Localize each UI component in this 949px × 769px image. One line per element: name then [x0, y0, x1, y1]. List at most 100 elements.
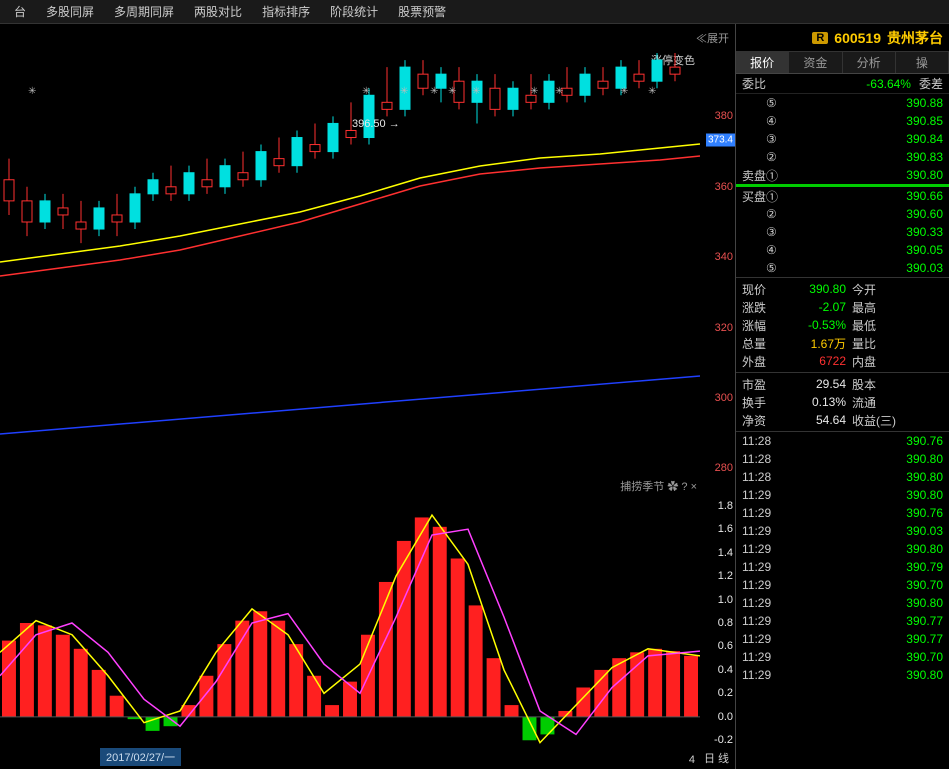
orderbook-row: ④390.05 [736, 241, 949, 259]
tick-price: 390.77 [906, 632, 943, 646]
tick-time: 11:29 [742, 542, 792, 556]
tick-row: 11:29 390.80 [736, 666, 949, 684]
expand-button[interactable]: ≪展开 [696, 30, 729, 46]
quote-row: 现价 390.80 今开 [736, 280, 949, 298]
quote-value: 1.67万 [784, 335, 846, 352]
stock-code: 600519 [834, 30, 881, 46]
x-tick-label: 4 [689, 754, 695, 766]
r-badge: R [812, 32, 828, 44]
tick-row: 11:28 390.80 [736, 468, 949, 486]
quote-label: 收益(三) [846, 412, 898, 429]
ob-price: 390.80 [906, 168, 943, 182]
quote-value: 390.80 [784, 282, 846, 296]
tick-time: 11:29 [742, 506, 792, 520]
quote-grid: 现价 390.80 今开 涨跌 -2.07 最高 涨幅 -0.53% 最低 总量… [736, 278, 949, 373]
indicator-chart[interactable]: 捕捞季节 ✿ ? × [0, 494, 701, 749]
quote-value: 54.64 [784, 413, 846, 427]
quote-row: 净资 54.64 收益(三) [736, 411, 949, 429]
side-tabs: 报价 资金 分析 操 [736, 52, 949, 74]
menu-item[interactable]: 股票预警 [388, 3, 456, 20]
sidebar: R 600519 贵州茅台 报价 资金 分析 操 委比 -63.64% 委差 ⑤… [736, 24, 949, 769]
tick-row: 11:29 390.80 [736, 540, 949, 558]
tick-time: 11:29 [742, 668, 792, 682]
tick-time: 11:29 [742, 596, 792, 610]
ob-diff-label: 委差 [919, 75, 943, 92]
indicator-title: 捕捞季节 ✿ ? × [620, 478, 697, 494]
orderbook-row: ③ 390.33 [736, 223, 949, 241]
ob-level: ③ [742, 132, 802, 146]
ob-price: 390.05 [906, 243, 943, 257]
quote-label: 最低 [846, 317, 898, 334]
tick-price: 390.76 [906, 434, 943, 448]
menu-item[interactable]: 多股同屏 [36, 3, 104, 20]
tick-price: 390.80 [906, 542, 943, 556]
quote-row: 换手 0.13% 流通 [736, 393, 949, 411]
quote-label: 内盘 [846, 353, 898, 370]
tick-price: 390.80 [906, 488, 943, 502]
tick-row: 11:29 390.79 [736, 558, 949, 576]
tick-price: 390.70 [906, 650, 943, 664]
tick-row: 11:29 390.77 [736, 612, 949, 630]
ob-level: 买盘① [742, 188, 802, 205]
quote-label: 净资 [742, 412, 784, 429]
price-annotation: 396.50 → [352, 118, 400, 130]
tick-row: 11:29 390.70 [736, 648, 949, 666]
tick-price: 390.80 [906, 452, 943, 466]
ob-price: 390.84 [906, 132, 943, 146]
orderbook-row: 卖盘① 390.80 [736, 166, 949, 184]
menu-item[interactable]: 阶段统计 [320, 3, 388, 20]
quote-label: 换手 [742, 394, 784, 411]
ob-price: 390.03 [906, 261, 943, 275]
tick-time: 11:28 [742, 470, 792, 484]
orderbook-row: ⑤ 390.03 [736, 259, 949, 277]
tab-analysis[interactable]: 分析 [843, 52, 896, 73]
ob-price: 390.66 [906, 189, 943, 203]
tick-time: 11:29 [742, 560, 792, 574]
menu-item[interactable]: 两股对比 [184, 3, 252, 20]
ob-price: 390.33 [906, 225, 943, 239]
quote-label: 最高 [846, 299, 898, 316]
orderbook-row: ④ 390.85 [736, 112, 949, 130]
tab-funds[interactable]: 资金 [789, 52, 842, 73]
ob-level: ③ [742, 225, 802, 239]
price-y-axis: 280300320340360380373.4 [701, 46, 735, 486]
menu-item[interactable]: 指标排序 [252, 3, 320, 20]
tick-list[interactable]: 11:28 390.76 11:28 390.80 11:28 390.80 1… [736, 432, 949, 769]
tick-row: 11:28 390.80 [736, 450, 949, 468]
ob-price: 390.60 [906, 207, 943, 221]
indicator-y-axis: -0.20.00.20.40.60.81.01.21.41.61.8 [701, 494, 735, 749]
quote-label: 涨幅 [742, 317, 784, 334]
ob-price: 390.85 [906, 114, 943, 128]
quote-label: 流通 [846, 394, 898, 411]
ob-level: 卖盘① [742, 167, 802, 184]
tick-price: 390.79 [906, 560, 943, 574]
quote-label: 市盈 [742, 376, 784, 393]
tick-price: 390.76 [906, 506, 943, 520]
price-chart[interactable]: 396.50 → ✳✳✳✳✳✳✳✳✳✳ [0, 46, 701, 486]
menu-item[interactable]: 台 [4, 3, 36, 20]
ob-ratio-value: -63.64% [866, 77, 911, 91]
orderbook-row: 买盘① 390.66 [736, 187, 949, 205]
ob-level: ⑤ [742, 261, 802, 275]
ob-level: ④ [742, 114, 802, 128]
quote-label: 外盘 [742, 353, 784, 370]
orderbook-row: ②390.60 [736, 205, 949, 223]
tick-price: 390.80 [906, 596, 943, 610]
orderbook-row: ⑤390.88 [736, 94, 949, 112]
quote-value: 29.54 [784, 377, 846, 391]
tab-more[interactable]: 操 [896, 52, 949, 73]
stock-name: 贵州茅台 [887, 28, 943, 48]
tab-quote[interactable]: 报价 [736, 52, 789, 73]
tick-price: 390.80 [906, 470, 943, 484]
tick-time: 11:29 [742, 524, 792, 538]
quote-row: 市盈 29.54 股本 [736, 375, 949, 393]
menubar: 台 多股同屏 多周期同屏 两股对比 指标排序 阶段统计 股票预警 [0, 0, 949, 24]
tick-row: 11:29 390.80 [736, 486, 949, 504]
menu-item[interactable]: 多周期同屏 [104, 3, 184, 20]
date-label: 2017/02/27/一 [100, 748, 181, 766]
tick-time: 11:29 [742, 614, 792, 628]
tick-time: 11:28 [742, 452, 792, 466]
orderbook-row: ③ 390.84 [736, 130, 949, 148]
quote-row: 总量 1.67万 量比 [736, 334, 949, 352]
chart-area[interactable]: ≪展开 涨停变色 396.50 → ✳✳✳✳✳✳✳✳✳✳ 28030032034… [0, 24, 736, 769]
